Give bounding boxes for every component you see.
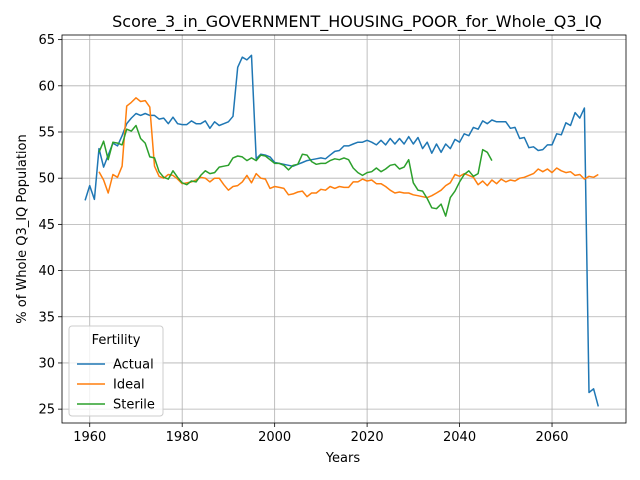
y-tick-label: 60 (38, 79, 55, 94)
grid-lines (62, 35, 626, 423)
x-tick-label: 2040 (443, 430, 476, 445)
y-tick-label: 45 (38, 218, 55, 233)
series-line-sterile (98, 124, 493, 217)
y-tick-label: 40 (38, 264, 55, 279)
legend-label-ideal: Ideal (113, 378, 145, 393)
y-tick-label: 35 (38, 310, 55, 325)
x-axis-label: Years (325, 451, 361, 466)
chart-title: Score_3_in_GOVERNMENT_HOUSING_POOR_for_W… (112, 12, 602, 32)
y-axis-ticks: 25 30 35 40 45 50 55 60 65 (38, 33, 62, 418)
legend-title: Fertility (92, 333, 141, 348)
y-tick-label: 25 (38, 403, 55, 418)
series-lines (84, 54, 600, 407)
y-tick-label: 50 (38, 172, 55, 187)
y-tick-label: 55 (38, 126, 55, 141)
x-tick-label: 1980 (166, 430, 199, 445)
plot-frame (61, 34, 627, 424)
x-tick-label: 1960 (73, 430, 106, 445)
y-tick-label: 65 (38, 33, 55, 48)
x-axis-ticks: 1960 1980 2000 2020 2040 2060 (73, 423, 569, 445)
legend-box (68, 325, 164, 417)
y-axis-label: % of Whole Q3_IQ Population (15, 134, 30, 323)
legend-label-sterile: Sterile (113, 398, 155, 413)
series-line-ideal (98, 97, 599, 199)
series-line-actual (84, 54, 600, 407)
x-tick-label: 2000 (258, 430, 291, 445)
y-tick-label: 30 (38, 356, 55, 371)
x-tick-label: 2020 (351, 430, 384, 445)
legend: Fertility Actual Ideal Sterile (68, 325, 164, 417)
x-tick-label: 2060 (535, 430, 568, 445)
legend-label-actual: Actual (113, 358, 154, 373)
